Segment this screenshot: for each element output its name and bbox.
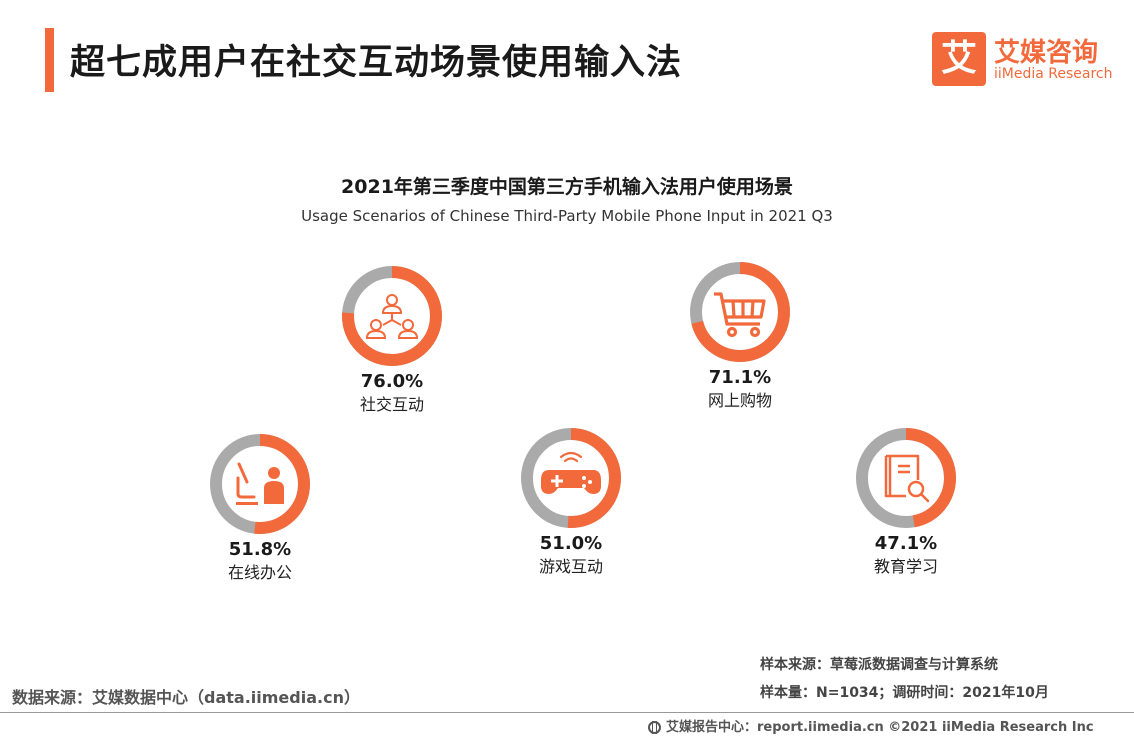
donut-value-arc [690,262,790,362]
shopping-cart-icon [712,292,766,338]
donut-3: 51.8% 在线办公 [210,434,310,582]
donut-5: 47.1% 教育学习 [856,428,956,576]
donut-value-arc [342,266,442,366]
logo-mark: 艾 [932,32,986,86]
donut-4: 51.0% 游戏互动 [521,428,621,576]
office-worker-icon [234,462,286,507]
donut-value-label: 51.0% [540,533,602,554]
chart-title: 2021年第三季度中国第三方手机输入法用户使用场景 [341,176,793,198]
copyright-bar: 艾媒报告中心：report.iimedia.cn ©2021 iiMedia R… [648,716,1094,735]
donut-value-label: 47.1% [875,533,937,554]
donut-category-label: 社交互动 [360,395,424,414]
title-accent-bar [45,28,54,92]
donut-category-label: 在线办公 [228,563,292,582]
sample-size-note: 样本量：N=1034；调研时间：2021年10月 [760,685,1049,701]
donut-2: 71.1% 网上购物 [690,262,790,410]
sample-source-note: 样本来源：草莓派数据调查与计算系统 [760,657,998,673]
chart-subtitle: Usage Scenarios of Chinese Third-Party M… [301,207,833,225]
copyright-text: 艾媒报告中心：report.iimedia.cn ©2021 iiMedia R… [666,720,1094,735]
donut-category-label: 网上购物 [708,391,772,410]
book-search-icon [884,454,930,503]
donut-value-label: 51.8% [229,539,291,560]
donut-value-arc [521,428,621,528]
gamepad-icon [539,451,603,496]
logo-name-cn: 艾媒咨询 [994,38,1099,68]
donut-value-label: 76.0% [361,371,423,392]
footer-divider [0,712,1134,713]
donut-value-label: 71.1% [709,367,771,388]
donut-value-arc [856,428,956,528]
donut-category-label: 游戏互动 [539,557,603,576]
social-network-icon [366,294,418,339]
donut-category-label: 教育学习 [874,557,938,576]
donut-1: 76.0% 社交互动 [342,266,442,414]
globe-icon [648,721,661,734]
logo-name-en: iiMedia Research [994,66,1113,82]
donut-value-arc [210,434,310,534]
page-title: 超七成用户在社交互动场景使用输入法 [70,43,683,83]
iimedia-logo: 艾 艾媒咨询 iiMedia Research [932,32,1122,86]
data-source-note: 数据来源：艾媒数据中心（data.iimedia.cn） [12,688,360,707]
